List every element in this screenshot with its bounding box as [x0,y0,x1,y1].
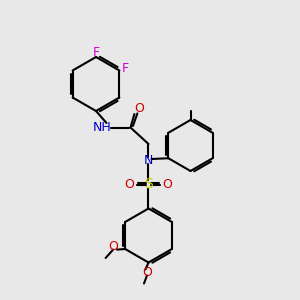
Text: NH: NH [93,121,111,134]
Text: O: O [108,239,118,253]
Text: O: O [134,101,144,115]
Text: O: O [142,266,152,279]
Text: F: F [92,46,100,59]
Text: F: F [122,62,129,76]
Text: S: S [144,178,153,191]
Text: N: N [144,154,153,167]
Text: O: O [125,178,134,191]
Text: O: O [163,178,172,191]
